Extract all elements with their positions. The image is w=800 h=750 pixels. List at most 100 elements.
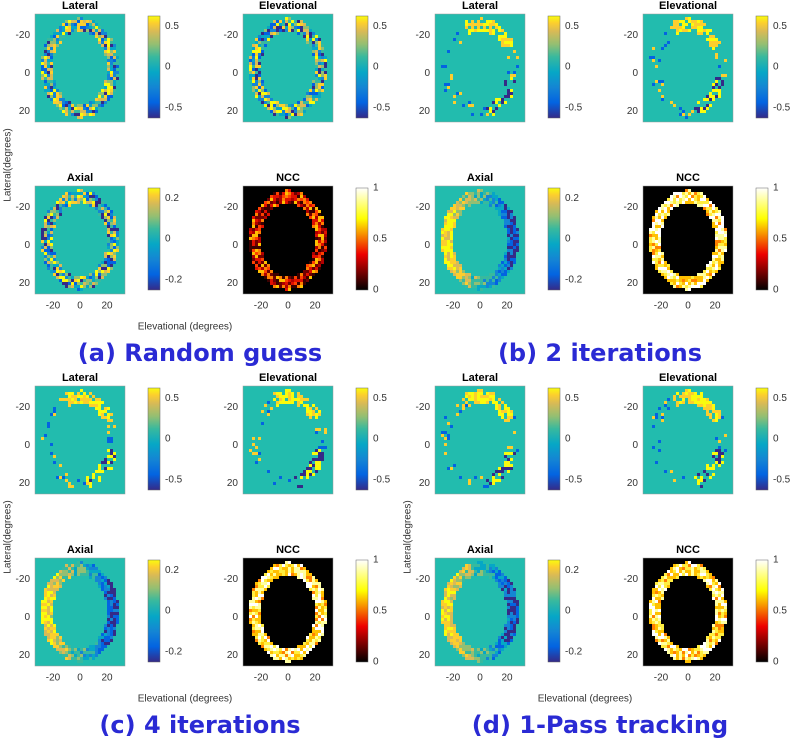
pixel [318,80,321,83]
pixel [498,213,501,216]
pixel [62,651,65,654]
colorbar [147,387,161,491]
pixel [724,615,727,618]
pixel [474,282,477,285]
pixel [77,116,80,119]
pixel [249,621,252,624]
pixel [513,606,516,609]
pixel [447,437,450,440]
pixel [709,210,712,213]
pixel [462,407,465,410]
pixel [474,567,477,570]
pixel [279,564,282,567]
pixel [50,50,53,53]
pixel [107,455,110,458]
pixel [447,609,450,612]
pixel [462,651,465,654]
pixel [468,282,471,285]
pixel [504,594,507,597]
pixel [50,594,53,597]
pixel [673,195,676,198]
pixel [74,107,77,110]
pixel [700,282,703,285]
pixel [294,110,297,113]
pixel [255,621,258,624]
pixel [453,639,456,642]
pixel [655,225,658,228]
pixel [477,282,480,285]
pixel [104,50,107,53]
pixel [279,573,282,576]
pixel [315,86,318,89]
pixel [288,570,291,573]
pixel [62,570,65,573]
pixel [483,192,486,195]
pixel [53,594,56,597]
pixel [688,113,691,116]
pixel [285,660,288,663]
pixel [297,567,300,570]
pixel [98,95,101,98]
pixel [83,648,86,651]
pixel [312,582,315,585]
pixel [261,258,264,261]
pixel [101,98,104,101]
pixel [279,651,282,654]
pixel [462,654,465,657]
pixel [98,651,101,654]
pixel [279,285,282,288]
pixel [50,603,53,606]
pixel [282,651,285,654]
pixel [285,282,288,285]
pixel [700,23,703,26]
pixel [510,591,513,594]
pixel [691,195,694,198]
pixel [318,461,321,464]
pixel [706,651,709,654]
pixel [47,630,50,633]
pixel [303,404,306,407]
pixel [486,107,489,110]
pixel [676,282,679,285]
pixel [441,612,444,615]
pixel [721,416,724,419]
pixel [312,50,315,53]
pixel [447,50,450,53]
pixel [513,591,516,594]
pixel [706,410,709,413]
pixel [288,276,291,279]
pixel [50,234,53,237]
pixel [95,648,98,651]
pixel [80,389,83,392]
pixel [312,53,315,56]
pixel [513,74,516,77]
pixel [697,648,700,651]
pixel [89,482,92,485]
pixel [41,437,44,440]
pixel [294,651,297,654]
pixel [670,576,673,579]
pixel [285,195,288,198]
pixel [468,648,471,651]
pixel [273,26,276,29]
pixel [44,216,47,219]
pixel [447,267,450,270]
pixel [77,573,80,576]
pixel [688,648,691,651]
pixel [303,107,306,110]
pixel [471,654,474,657]
pixel [516,606,519,609]
pixel [688,17,691,20]
pixel [62,398,65,401]
pixel [444,431,447,434]
pixel [56,38,59,41]
pixel [724,600,727,603]
pixel [507,219,510,222]
pixel [264,41,267,44]
pixel [270,207,273,210]
pixel [688,20,691,23]
pixel [113,621,116,624]
pixel [65,279,68,282]
